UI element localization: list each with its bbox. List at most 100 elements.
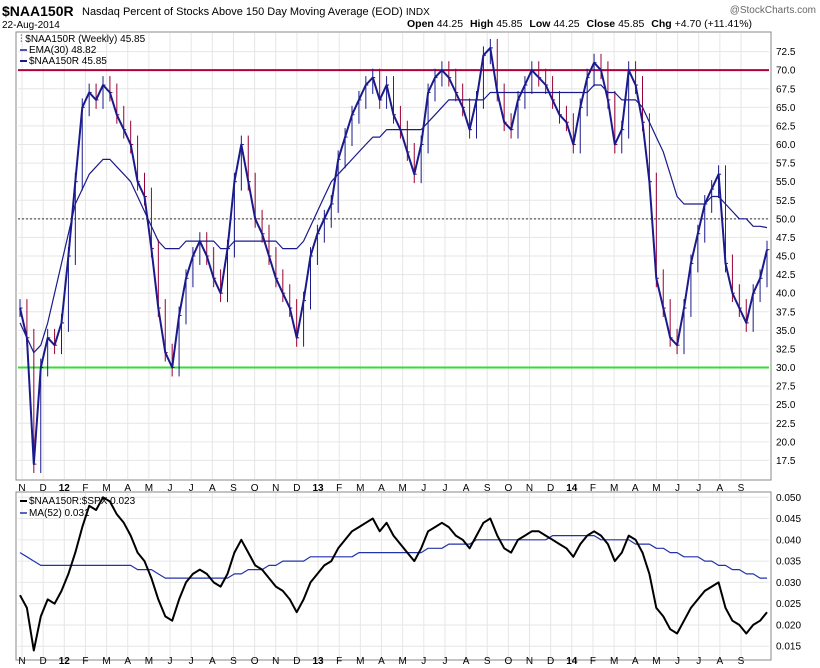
lower-x-tick-label: D bbox=[40, 656, 47, 667]
main-y-tick-label: 30.0 bbox=[776, 363, 796, 374]
legend-entry-price-bars: ⫶ $NAA150R (Weekly) 45.85 bbox=[20, 34, 146, 45]
main-y-tick-label: 25.0 bbox=[776, 400, 796, 411]
main-y-tick-label: 70.0 bbox=[776, 66, 796, 77]
main-x-tick-label: M bbox=[652, 483, 660, 494]
lower-y-tick-label: 0.035 bbox=[776, 557, 801, 568]
main-y-tick-label: 27.5 bbox=[776, 382, 796, 393]
lower-x-tick-label: D bbox=[547, 656, 554, 667]
main-x-tick-label: J bbox=[189, 483, 194, 494]
main-x-tick-label: M bbox=[610, 483, 618, 494]
lower-x-tick-label: N bbox=[18, 656, 25, 667]
main-x-tick-label: 12 bbox=[59, 483, 71, 494]
main-y-tick-label: 55.0 bbox=[776, 177, 796, 188]
lower-x-tick-label: S bbox=[230, 656, 237, 667]
ma52-line bbox=[19, 534, 767, 579]
main-series-lines bbox=[19, 46, 768, 466]
legend-entry-ratio: $NAA150R:$SPX 0.023 bbox=[29, 496, 136, 507]
main-panel: 17.5 20.0 22.5 25.0 27.5 30.0 32.5 35.0 37.5 40.0… bbox=[15, 31, 796, 494]
open-value: 44.25 bbox=[437, 18, 463, 30]
price-line bbox=[19, 46, 768, 466]
main-x-tick-label: N bbox=[272, 483, 279, 494]
lower-x-tick-label: M bbox=[102, 656, 110, 667]
lower-x-tick-label: N bbox=[272, 656, 279, 667]
ema30-line bbox=[19, 84, 768, 354]
lower-x-tick-label: M bbox=[652, 656, 660, 667]
main-y-tick-label: 20.0 bbox=[776, 437, 796, 448]
main-x-tick-label: M bbox=[145, 483, 153, 494]
description-text: Nasdaq Percent of Stocks Above 150 Day M… bbox=[82, 6, 403, 18]
main-x-tick-label: A bbox=[378, 483, 385, 494]
lower-x-tick-label: J bbox=[442, 656, 447, 667]
lower-x-tick-label: J bbox=[189, 656, 194, 667]
high-value: 45.85 bbox=[496, 18, 522, 30]
main-y-tick-label: 35.0 bbox=[776, 326, 796, 337]
main-x-tick-label: D bbox=[40, 483, 47, 494]
quote-line: Open 44.25 High 45.85 Low 44.25 Close 45… bbox=[407, 18, 752, 30]
main-y-tick-label: 52.5 bbox=[776, 196, 796, 207]
main-x-tick-label: F bbox=[82, 483, 88, 494]
high-label: High bbox=[470, 18, 493, 30]
main-x-tick-label: J bbox=[696, 483, 701, 494]
low-value: 44.25 bbox=[553, 18, 579, 30]
lower-x-tick-label: 12 bbox=[59, 656, 71, 667]
legend-price-text: $NAA150R (Weekly) 45.85 bbox=[25, 34, 145, 45]
lower-x-tick-label: A bbox=[124, 656, 131, 667]
lower-y-tick-label: 0.025 bbox=[776, 599, 801, 610]
main-y-tick-label: 60.0 bbox=[776, 140, 796, 151]
main-x-tick-label: A bbox=[717, 483, 724, 494]
main-x-tick-label: F bbox=[336, 483, 342, 494]
lower-x-tick-label: A bbox=[717, 656, 724, 667]
lower-panel: 0.015 0.020 0.025 0.030 0.035 0.040 0.045 0.050… bbox=[15, 491, 801, 667]
main-x-axis: N D 12 F M A M J J A S O N D 13 F M A M J J A S O N D 14 F M A M J J A S bbox=[18, 483, 744, 494]
lower-y-axis: 0.015 0.020 0.025 0.030 0.035 0.040 0.045 0.050 bbox=[776, 493, 801, 653]
lower-x-tick-label: M bbox=[398, 656, 406, 667]
chart-date: 22-Aug-2014 bbox=[2, 20, 60, 31]
main-y-tick-label: 47.5 bbox=[776, 233, 796, 244]
main-x-tick-label: D bbox=[547, 483, 554, 494]
main-y-tick-label: 67.5 bbox=[776, 84, 796, 95]
main-x-tick-label: S bbox=[484, 483, 491, 494]
main-x-tick-label: A bbox=[632, 483, 639, 494]
main-x-tick-label: N bbox=[526, 483, 533, 494]
main-x-tick-label: O bbox=[504, 483, 512, 494]
lower-y-tick-label: 0.050 bbox=[776, 493, 801, 504]
lower-x-tick-label: M bbox=[356, 656, 364, 667]
low-label: Low bbox=[529, 18, 551, 30]
main-y-axis: 17.5 20.0 22.5 25.0 27.5 30.0 32.5 35.0 37.5 40.0… bbox=[776, 47, 796, 467]
lower-x-tick-label: M bbox=[145, 656, 153, 667]
main-x-tick-label: J bbox=[168, 483, 173, 494]
lower-legend: $NAA150R:$SPX 0.023 MA(52) 0.031 bbox=[20, 496, 136, 519]
lower-x-tick-label: O bbox=[504, 656, 512, 667]
lower-x-tick-label: A bbox=[378, 656, 385, 667]
chart-symbol: $NAA150R bbox=[2, 3, 74, 19]
main-y-tick-label: 17.5 bbox=[776, 456, 796, 467]
lower-x-tick-label: O bbox=[251, 656, 259, 667]
close-value: 45.85 bbox=[618, 18, 644, 30]
ratio-line bbox=[19, 496, 768, 652]
main-x-tick-label: A bbox=[124, 483, 131, 494]
lower-x-tick-label: 14 bbox=[566, 656, 578, 667]
main-y-tick-label: 72.5 bbox=[776, 47, 796, 58]
exchange-text: INDX bbox=[406, 7, 430, 18]
main-y-tick-label: 50.0 bbox=[776, 214, 796, 225]
main-x-tick-label: A bbox=[209, 483, 216, 494]
main-x-tick-label: A bbox=[463, 483, 470, 494]
main-x-tick-label: J bbox=[421, 483, 426, 494]
main-x-tick-label: J bbox=[442, 483, 447, 494]
main-x-tick-label: M bbox=[102, 483, 110, 494]
chg-value: +4.70 (+11.41%) bbox=[675, 18, 752, 30]
main-y-tick-label: 37.5 bbox=[776, 307, 796, 318]
main-x-tick-label: 14 bbox=[566, 483, 578, 494]
lower-x-tick-label: F bbox=[336, 656, 342, 667]
main-y-tick-label: 45.0 bbox=[776, 252, 796, 263]
lower-x-tick-label: F bbox=[82, 656, 88, 667]
main-x-tick-label: O bbox=[251, 483, 259, 494]
main-y-tick-label: 42.5 bbox=[776, 270, 796, 281]
main-x-tick-label: M bbox=[398, 483, 406, 494]
main-x-tick-label: M bbox=[356, 483, 364, 494]
lower-x-tick-label: S bbox=[484, 656, 491, 667]
lower-series-lines bbox=[19, 496, 768, 652]
legend-bar-glyph: ⫶ bbox=[20, 34, 23, 45]
lower-panel-frame bbox=[15, 491, 772, 661]
